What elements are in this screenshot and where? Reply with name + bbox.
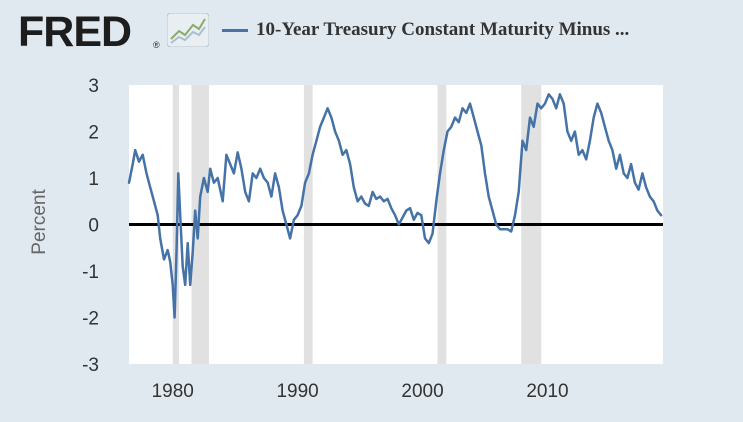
y-tick-label: 1: [88, 169, 99, 190]
series-line-0[interactable]: [127, 93, 663, 319]
x-tick-label: 2000: [401, 381, 443, 402]
x-tick-label: 1990: [276, 381, 318, 402]
y-tick-label: 0: [88, 216, 99, 237]
y-tick-label: -3: [82, 355, 99, 376]
y-tick-label: -1: [82, 262, 99, 283]
fred-logo[interactable]: FRED: [18, 8, 132, 56]
registered-mark: ®: [153, 40, 160, 50]
x-tick-label: 1980: [152, 381, 194, 402]
line-chart: -3 -2 -1 0 1 2 3 1980 1990 2000 2010 Percent: [29, 76, 663, 402]
chart-header: FRED ® 10-Year Treasury Constant Maturit…: [0, 0, 743, 62]
legend-line-icon: [222, 29, 248, 32]
y-tick-label: -2: [82, 309, 99, 330]
x-tick-label: 2010: [526, 381, 568, 402]
chart-title: 10-Year Treasury Constant Maturity Minus…: [256, 19, 630, 40]
line-graph-icon: [167, 13, 209, 47]
y-axis-label: Percent: [29, 189, 50, 255]
y-tick-label: 2: [88, 123, 99, 144]
y-tick-label: 3: [88, 76, 99, 97]
